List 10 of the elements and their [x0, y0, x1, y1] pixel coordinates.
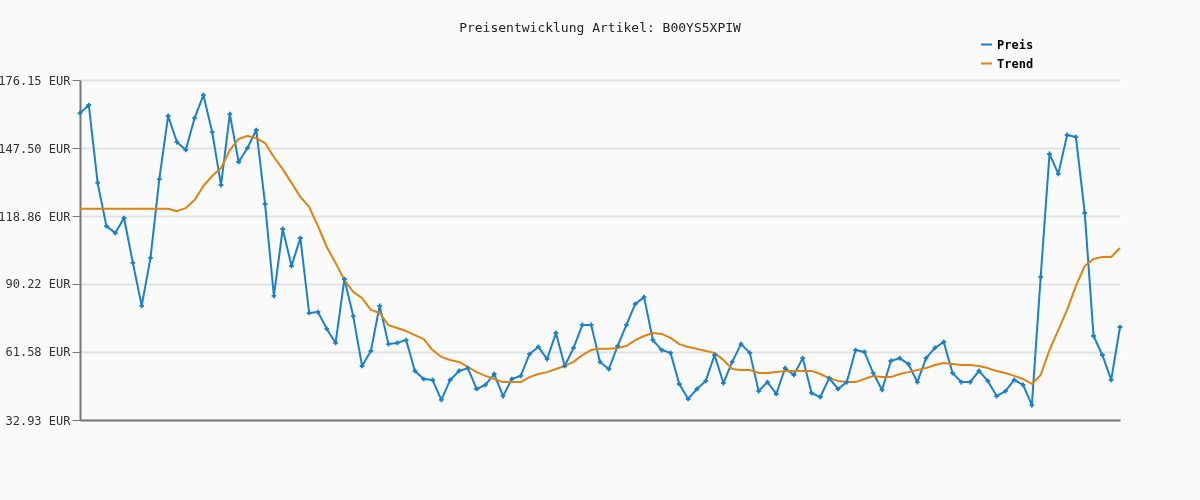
legend-label: Preis: [997, 37, 1034, 52]
legend-label: Trend: [997, 56, 1034, 71]
y-tick-label: 176.15 EUR: [0, 73, 72, 88]
y-tick-label: 147.50 EUR: [0, 141, 72, 156]
y-tick-label: 32.93 EUR: [5, 413, 72, 428]
line-series: [79, 134, 1121, 385]
y-tick-label: 90.22 EUR: [5, 277, 72, 292]
y-tick-label: 61.58 EUR: [5, 345, 72, 360]
chart-title: Preisentwicklung Artikel: B00YS5XPIW: [459, 20, 742, 35]
y-tick-label: 118.86 EUR: [0, 209, 72, 224]
